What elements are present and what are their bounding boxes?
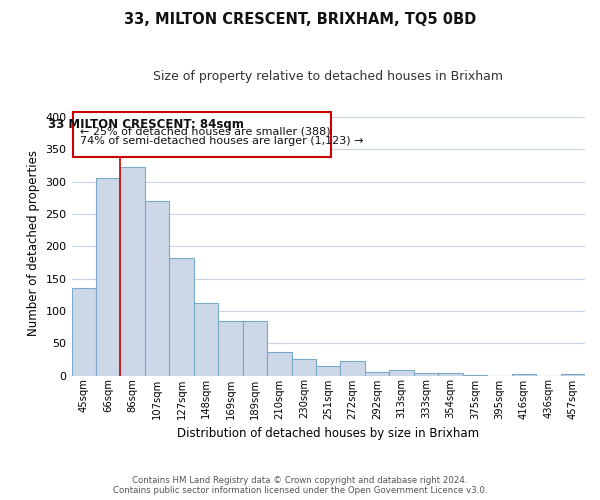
Title: Size of property relative to detached houses in Brixham: Size of property relative to detached ho… [153, 70, 503, 83]
Bar [71, 288, 96, 376]
Bar [96, 178, 121, 376]
Y-axis label: Number of detached properties: Number of detached properties [27, 150, 40, 336]
FancyBboxPatch shape [73, 112, 331, 157]
Bar [169, 258, 194, 376]
Text: 33, MILTON CRESCENT, BRIXHAM, TQ5 0BD: 33, MILTON CRESCENT, BRIXHAM, TQ5 0BD [124, 12, 476, 28]
Text: 33 MILTON CRESCENT: 84sqm: 33 MILTON CRESCENT: 84sqm [48, 118, 244, 130]
Bar [194, 303, 218, 376]
Bar [218, 321, 242, 376]
Bar [316, 366, 340, 376]
Bar [365, 372, 389, 376]
Bar [340, 362, 365, 376]
Bar [560, 374, 585, 376]
Bar [389, 370, 414, 376]
Bar [463, 375, 487, 376]
Bar [242, 321, 267, 376]
Bar [414, 373, 438, 376]
Text: Contains HM Land Registry data © Crown copyright and database right 2024.
Contai: Contains HM Land Registry data © Crown c… [113, 476, 487, 495]
Bar [121, 167, 145, 376]
Bar [512, 374, 536, 376]
Text: ← 25% of detached houses are smaller (388): ← 25% of detached houses are smaller (38… [80, 126, 331, 136]
Bar [438, 373, 463, 376]
Bar [292, 360, 316, 376]
Bar [267, 352, 292, 376]
Bar [145, 201, 169, 376]
X-axis label: Distribution of detached houses by size in Brixham: Distribution of detached houses by size … [177, 427, 479, 440]
Text: 74% of semi-detached houses are larger (1,123) →: 74% of semi-detached houses are larger (… [80, 136, 364, 146]
